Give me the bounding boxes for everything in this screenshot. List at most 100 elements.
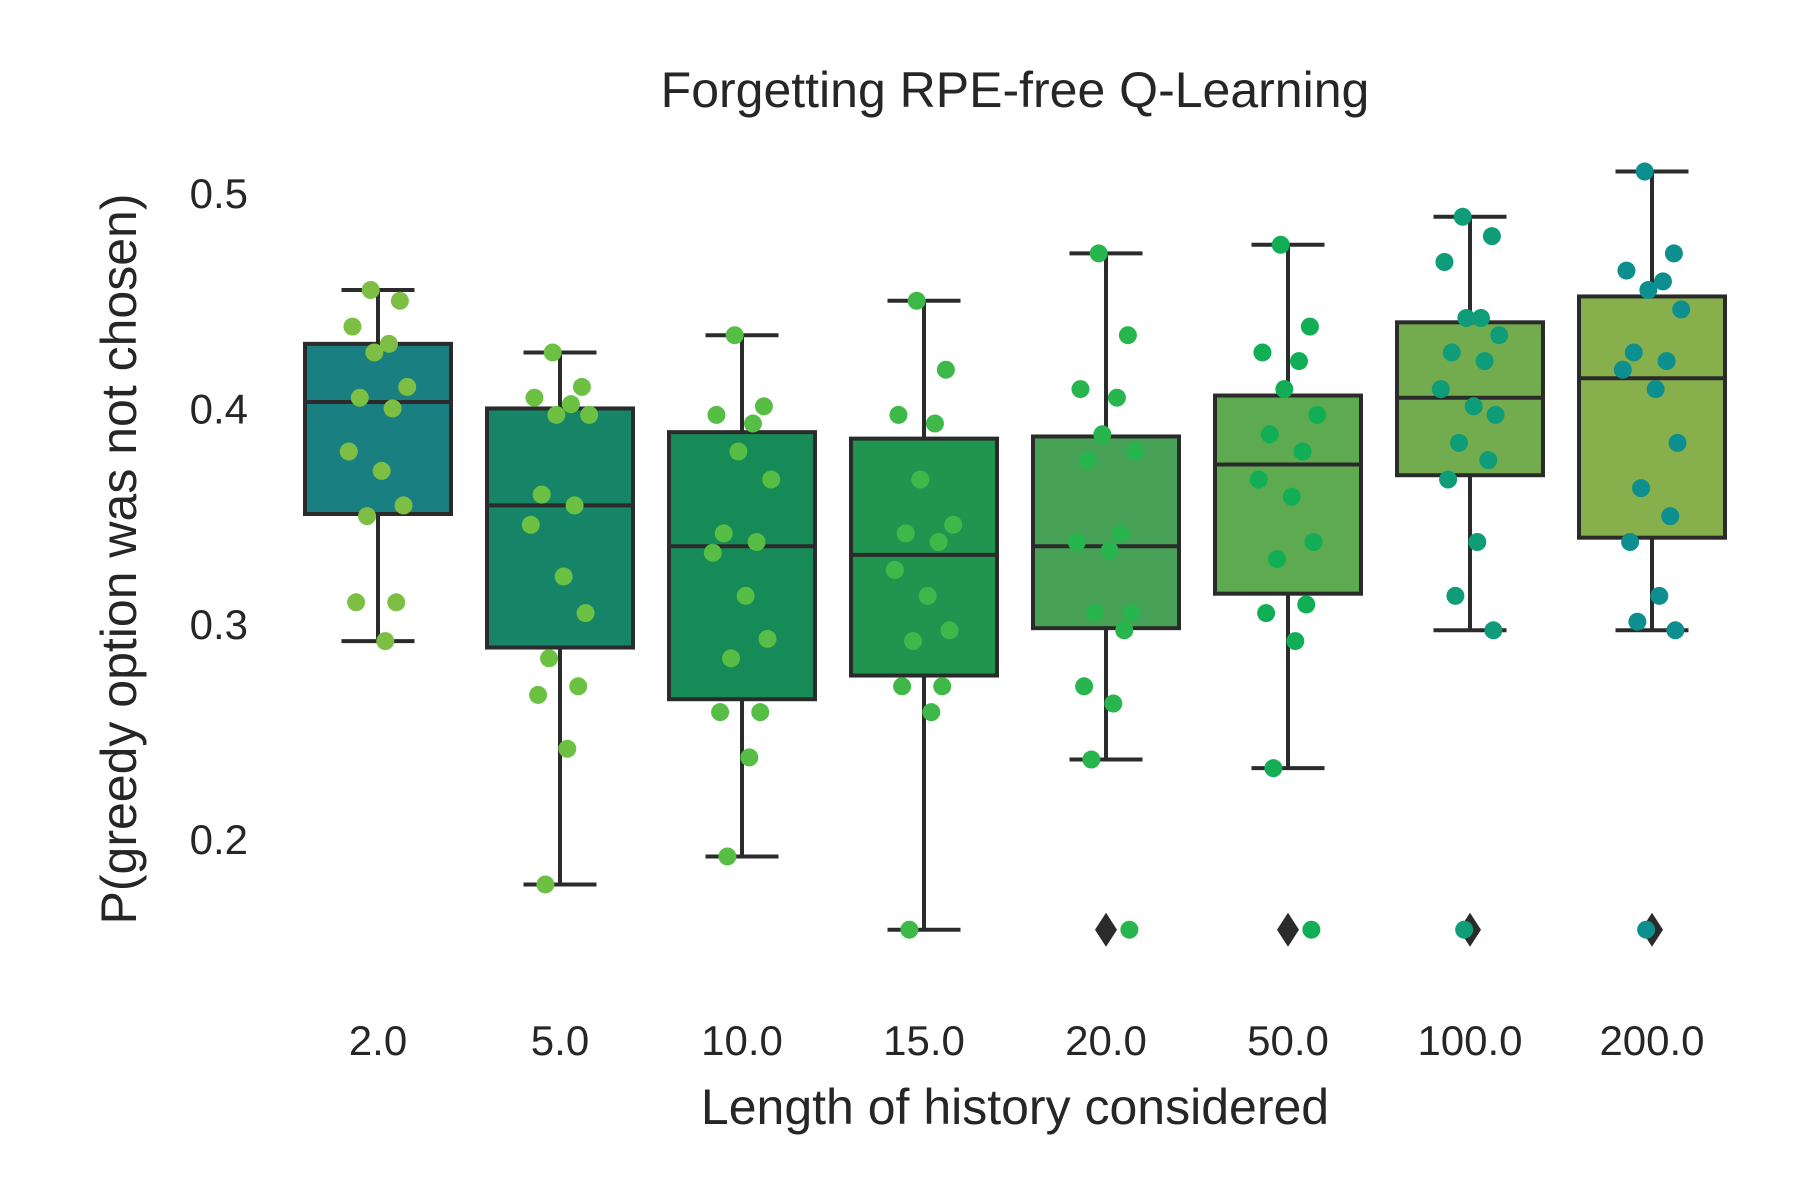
y-axis-ticks: 0.2 0.3 0.4 0.5 [190, 170, 248, 863]
data-point [1282, 487, 1301, 506]
data-point [532, 485, 551, 504]
x-axis-ticks: 2.0 5.0 10.0 15.0 20.0 50.0 100.0 200.0 [349, 1017, 1705, 1064]
data-point [361, 281, 380, 299]
data-point [1457, 309, 1476, 327]
data-point [1637, 920, 1656, 939]
data-point [1253, 343, 1272, 362]
data-point [1453, 207, 1472, 226]
y-tick-label: 0.5 [190, 170, 248, 217]
data-point [1486, 405, 1505, 424]
data-point [376, 632, 395, 651]
data-point [1484, 621, 1503, 640]
data-point [547, 405, 566, 424]
data-point [543, 343, 562, 362]
data-point [358, 507, 377, 526]
box-group [1577, 162, 1727, 947]
data-point [1268, 550, 1287, 569]
data-point [1621, 533, 1640, 551]
data-point [561, 395, 580, 414]
data-point [725, 326, 744, 345]
data-point [1297, 595, 1316, 614]
y-tick-label: 0.3 [190, 601, 248, 648]
data-point [933, 677, 952, 696]
box-group [485, 343, 635, 894]
data-point [1668, 433, 1687, 452]
data-point [576, 604, 595, 623]
data-point [1639, 281, 1658, 299]
data-point [1249, 470, 1268, 489]
outlier-marker [1277, 912, 1299, 947]
data-point [1067, 533, 1086, 551]
data-point [372, 461, 391, 480]
data-point [1302, 920, 1321, 939]
data-point [929, 533, 948, 551]
data-point [944, 515, 963, 534]
data-point [1260, 425, 1279, 444]
data-point [347, 593, 366, 612]
data-point [729, 442, 748, 461]
data-point [922, 703, 941, 722]
data-point [1613, 360, 1632, 379]
data-point [889, 405, 908, 424]
data-point [1089, 244, 1108, 263]
data-point [580, 405, 599, 424]
data-point [1078, 451, 1097, 470]
data-point [1624, 343, 1643, 362]
data-point [1093, 425, 1112, 444]
data-point [1475, 352, 1494, 371]
data-point [529, 685, 548, 704]
data-point [1672, 300, 1691, 319]
data-point [1657, 352, 1676, 371]
data-point [1289, 352, 1308, 371]
data-point [1107, 388, 1126, 407]
box-group [667, 326, 817, 866]
y-tick-label: 0.2 [190, 816, 248, 863]
x-tick-label: 15.0 [883, 1017, 965, 1064]
data-point [572, 377, 591, 396]
data-point [1455, 920, 1474, 939]
data-point [904, 632, 923, 651]
data-point [339, 442, 358, 461]
data-point [1661, 507, 1680, 526]
data-point [940, 621, 959, 640]
data-point [711, 703, 730, 722]
data-point [1635, 162, 1654, 181]
data-point [907, 291, 926, 310]
data-point [1628, 612, 1647, 631]
data-point [1111, 524, 1130, 543]
data-point [754, 397, 773, 416]
y-tick-label: 0.4 [190, 385, 248, 432]
data-point [1442, 343, 1461, 362]
data-point [1664, 244, 1683, 263]
box [667, 430, 817, 702]
data-point [536, 875, 555, 894]
data-point [1632, 479, 1651, 498]
data-point [565, 496, 584, 515]
chart-title: Forgetting RPE-free Q-Learning [661, 62, 1370, 118]
data-point [743, 414, 762, 433]
data-point [1446, 586, 1465, 605]
data-point [1304, 533, 1323, 551]
data-point [900, 920, 919, 939]
data-point [1653, 272, 1672, 291]
data-point [1439, 470, 1458, 489]
data-point [1308, 405, 1327, 424]
data-point [1464, 397, 1483, 416]
data-point [1471, 309, 1490, 327]
data-point [1271, 235, 1290, 254]
data-point [1435, 253, 1454, 271]
data-point [1490, 326, 1509, 345]
data-point [751, 703, 770, 722]
box-group [849, 291, 999, 939]
data-point [1646, 380, 1665, 399]
data-point [918, 586, 937, 605]
data-point [936, 360, 955, 379]
data-point [1264, 759, 1283, 778]
x-tick-label: 10.0 [701, 1017, 783, 1064]
box-group [1395, 207, 1545, 947]
box [485, 406, 635, 650]
data-point [1482, 227, 1501, 246]
data-point [1275, 380, 1294, 399]
data-point [1286, 632, 1305, 651]
data-point [1120, 920, 1139, 939]
